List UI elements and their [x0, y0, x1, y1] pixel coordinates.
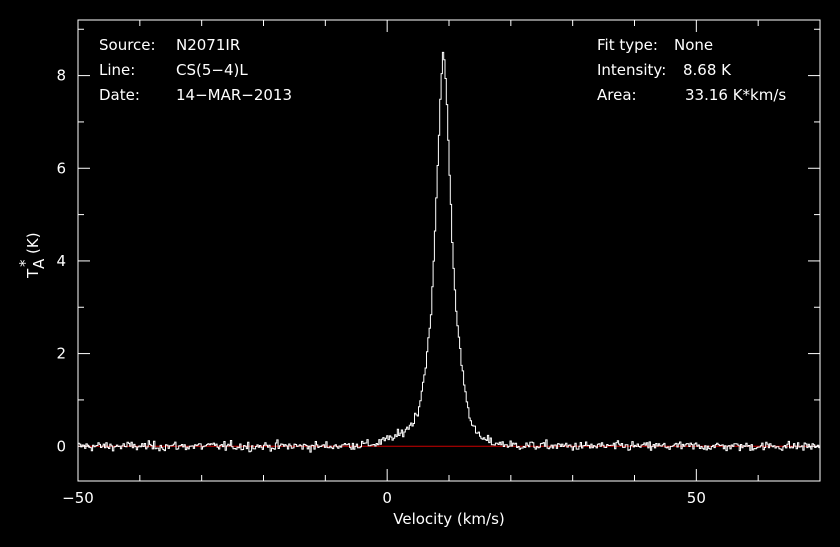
x-tick-label: −50	[62, 489, 94, 507]
intensity-value: 8.68 K	[683, 61, 732, 79]
x-tick-label: 50	[687, 489, 706, 507]
y-axis-label-unit: (K)	[24, 232, 42, 254]
area-value: 33.16 K*km/s	[685, 86, 786, 104]
y-axis-label-subscript: A	[30, 258, 48, 269]
chart-marks	[78, 51, 820, 453]
x-tick-label: 0	[382, 489, 392, 507]
fit-type-label: Fit type:	[597, 36, 658, 54]
source-value: N2071IR	[176, 36, 240, 54]
axis-ticks: −50 0 50 0 2 4 6 8	[56, 20, 821, 507]
y-tick-label: 8	[56, 67, 66, 85]
fit-type-value: None	[674, 36, 713, 54]
x-axis-label: Velocity (km/s)	[393, 510, 504, 528]
intensity-label: Intensity:	[597, 61, 666, 79]
y-axis-label-superscript: *	[16, 259, 34, 267]
area-label: Area:	[597, 86, 637, 104]
y-axis-label-main: T	[24, 268, 42, 279]
date-label: Date:	[99, 86, 140, 104]
y-tick-label: 6	[56, 159, 66, 177]
y-tick-label: 4	[56, 252, 66, 270]
y-tick-label: 0	[56, 437, 66, 455]
y-tick-label: 2	[56, 345, 66, 363]
y-axis-label: T A * (K)	[16, 232, 48, 279]
line-value: CS(5−4)L	[176, 61, 248, 79]
line-label: Line:	[99, 61, 135, 79]
spectrum-line	[78, 51, 820, 453]
source-label: Source:	[99, 36, 156, 54]
date-value: 14−MAR−2013	[176, 86, 292, 104]
